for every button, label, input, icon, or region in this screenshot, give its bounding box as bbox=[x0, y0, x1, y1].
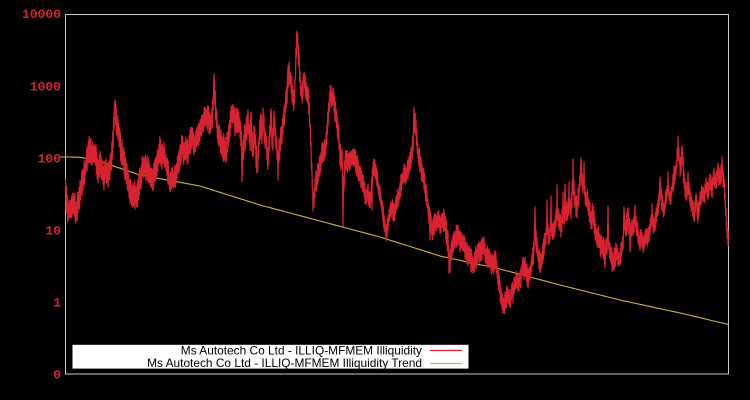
svg-text:10: 10 bbox=[45, 224, 61, 239]
svg-text:10000: 10000 bbox=[22, 7, 61, 22]
svg-text:1000: 1000 bbox=[30, 80, 61, 95]
svg-text:1: 1 bbox=[53, 296, 61, 311]
svg-text:100: 100 bbox=[38, 152, 62, 167]
svg-text:Ms Autotech Co Ltd - ILLIQ-MFM: Ms Autotech Co Ltd - ILLIQ-MFMEM Illiqui… bbox=[181, 344, 422, 358]
svg-text:Ms Autotech Co Ltd - ILLIQ-MFM: Ms Autotech Co Ltd - ILLIQ-MFMEM Illiqui… bbox=[147, 356, 422, 370]
svg-text:0: 0 bbox=[53, 368, 61, 383]
